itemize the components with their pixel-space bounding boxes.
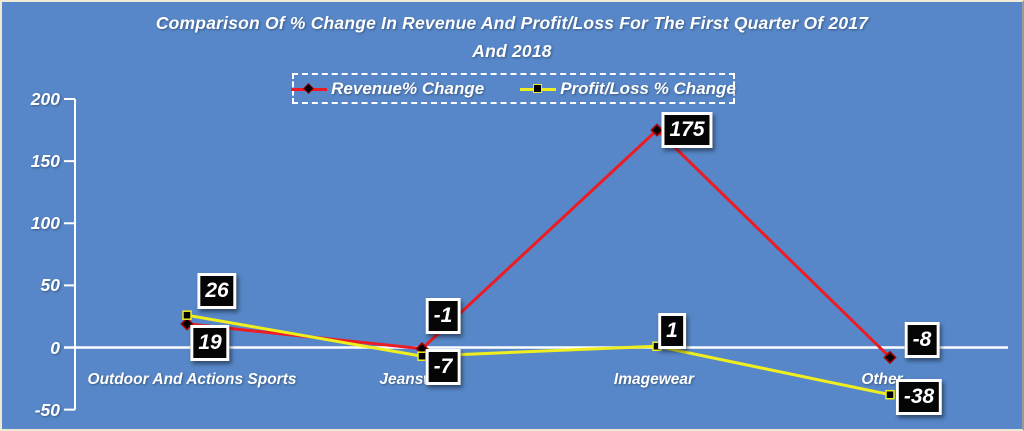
chart-title-line-1: Comparison Of % Change In Revenue And Pr… [155,13,869,33]
data-label-profit-3: 1 [658,313,686,350]
chart-title: Comparison Of % Change In Revenue And Pr… [2,9,1022,65]
legend-item-profit-loss: Profit/Loss % Change [520,79,736,99]
legend: Revenue% Change Profit/Loss % Change [291,73,736,104]
y-tick-label--50: -50 [34,399,60,420]
diamond-marker [650,123,664,137]
series-line-0 [186,127,892,359]
chart-title-line-2: And 2018 [472,41,552,61]
square-marker [182,310,192,320]
data-label-revenue-4: -8 [904,322,940,359]
data-label-profit-1: 26 [197,273,237,310]
profit-series-swatch [520,83,557,95]
y-tick-label-0: 0 [50,337,60,358]
data-label-profit-2: -7 [425,349,461,386]
data-label-revenue-1: 19 [190,324,230,361]
category-label-1: Outdoor And Actions Sports [87,371,297,388]
square-marker-icon [533,83,543,93]
legend-item-revenue: Revenue% Change [291,79,484,99]
revenue-series-swatch [291,82,328,95]
data-label-profit-4: -38 [895,378,943,415]
y-tick-label-200: 200 [30,89,60,109]
diamond-marker [180,317,194,331]
series-line-1 [186,313,891,397]
data-label-revenue-2: -1 [425,297,461,334]
category-label-4: Other [861,371,903,388]
diamond-marker-icon [303,82,315,94]
diamond-marker [883,350,897,365]
data-label-revenue-3: 175 [661,112,713,149]
y-tick-label-50: 50 [40,275,60,296]
square-marker [885,389,895,400]
y-tick-label-100: 100 [30,213,60,234]
category-label-3: Imagewear [613,371,695,388]
legend-label-revenue: Revenue% Change [331,78,485,98]
legend-label-profit-loss: Profit/Loss % Change [560,78,736,98]
y-tick-label-150: 150 [30,151,60,172]
